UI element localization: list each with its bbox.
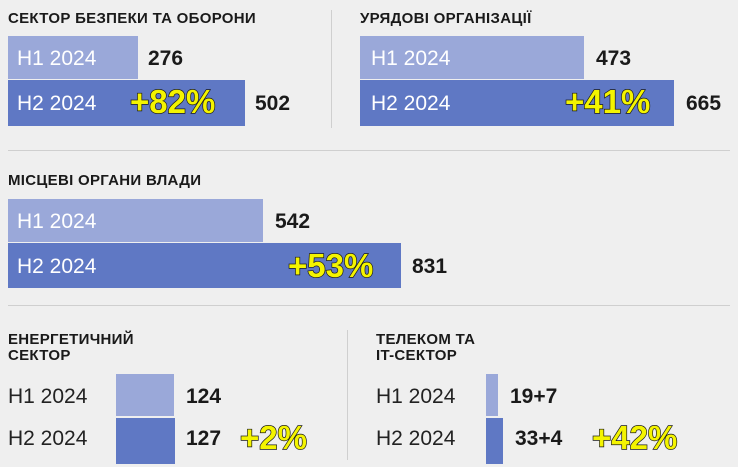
bar-h1 bbox=[486, 374, 498, 416]
change-badge: +2% bbox=[239, 419, 307, 456]
divider bbox=[8, 150, 730, 151]
bar-h2 bbox=[116, 418, 175, 464]
category-label-h1: H1 2024 bbox=[376, 385, 456, 408]
value-label-h2: 665 bbox=[686, 92, 722, 115]
value-label-h2: 33+4 bbox=[515, 427, 563, 450]
value-label-h1: 542 bbox=[275, 210, 311, 233]
bar-h2 bbox=[8, 243, 401, 288]
change-badge: +82% bbox=[129, 83, 216, 120]
chart-title-line-2: СЕКТОР bbox=[8, 347, 71, 364]
bar-h2 bbox=[8, 80, 245, 126]
chart-title: МІСЦЕВІ ОРГАНИ ВЛАДИ bbox=[8, 172, 202, 189]
value-label-h1: 19+7 bbox=[510, 385, 558, 408]
chart-title-line-2: IT-СЕКТОР bbox=[376, 347, 458, 364]
bar-label-h2: H2 2024 bbox=[17, 255, 97, 278]
bar-h1 bbox=[116, 374, 174, 416]
category-label-h2: H2 2024 bbox=[376, 427, 456, 450]
divider bbox=[8, 305, 730, 306]
chart-title: СЕКТОР БЕЗПЕКИ ТА ОБОРОНИ bbox=[8, 10, 256, 27]
value-label-h2: 831 bbox=[412, 255, 448, 278]
value-label-h1: 473 bbox=[596, 47, 632, 70]
value-label-h1: 124 bbox=[186, 385, 222, 408]
bar-label-h1: H1 2024 bbox=[17, 210, 97, 233]
change-badge: +42% bbox=[591, 419, 678, 456]
bar-label-h1: H1 2024 bbox=[17, 47, 97, 70]
value-label-h1: 276 bbox=[148, 47, 184, 70]
category-label-h1: H1 2024 bbox=[8, 385, 88, 408]
chart-title-line-1: ТЕЛЕКОМ ТА bbox=[376, 331, 476, 348]
bar-label-h2: H2 2024 bbox=[371, 92, 451, 115]
divider bbox=[331, 10, 332, 128]
bar-h1 bbox=[8, 36, 138, 79]
value-label-h2: 127 bbox=[186, 427, 222, 450]
chart-title: УРЯДОВІ ОРГАНІЗАЦІЇ bbox=[360, 10, 532, 27]
change-badge: +41% bbox=[564, 83, 651, 120]
bar-h2 bbox=[360, 80, 674, 126]
bar-label-h1: H1 2024 bbox=[371, 47, 451, 70]
bar-h1 bbox=[360, 36, 584, 79]
bar-h1 bbox=[8, 199, 263, 242]
change-badge: +53% bbox=[287, 247, 374, 284]
bar-h2 bbox=[486, 418, 503, 464]
category-label-h2: H2 2024 bbox=[8, 427, 88, 450]
bar-label-h2: H2 2024 bbox=[17, 92, 97, 115]
value-label-h2: 502 bbox=[255, 92, 291, 115]
divider bbox=[347, 330, 348, 460]
chart-title-line-1: ЕНЕРГЕТИЧНИЙ bbox=[8, 331, 134, 348]
